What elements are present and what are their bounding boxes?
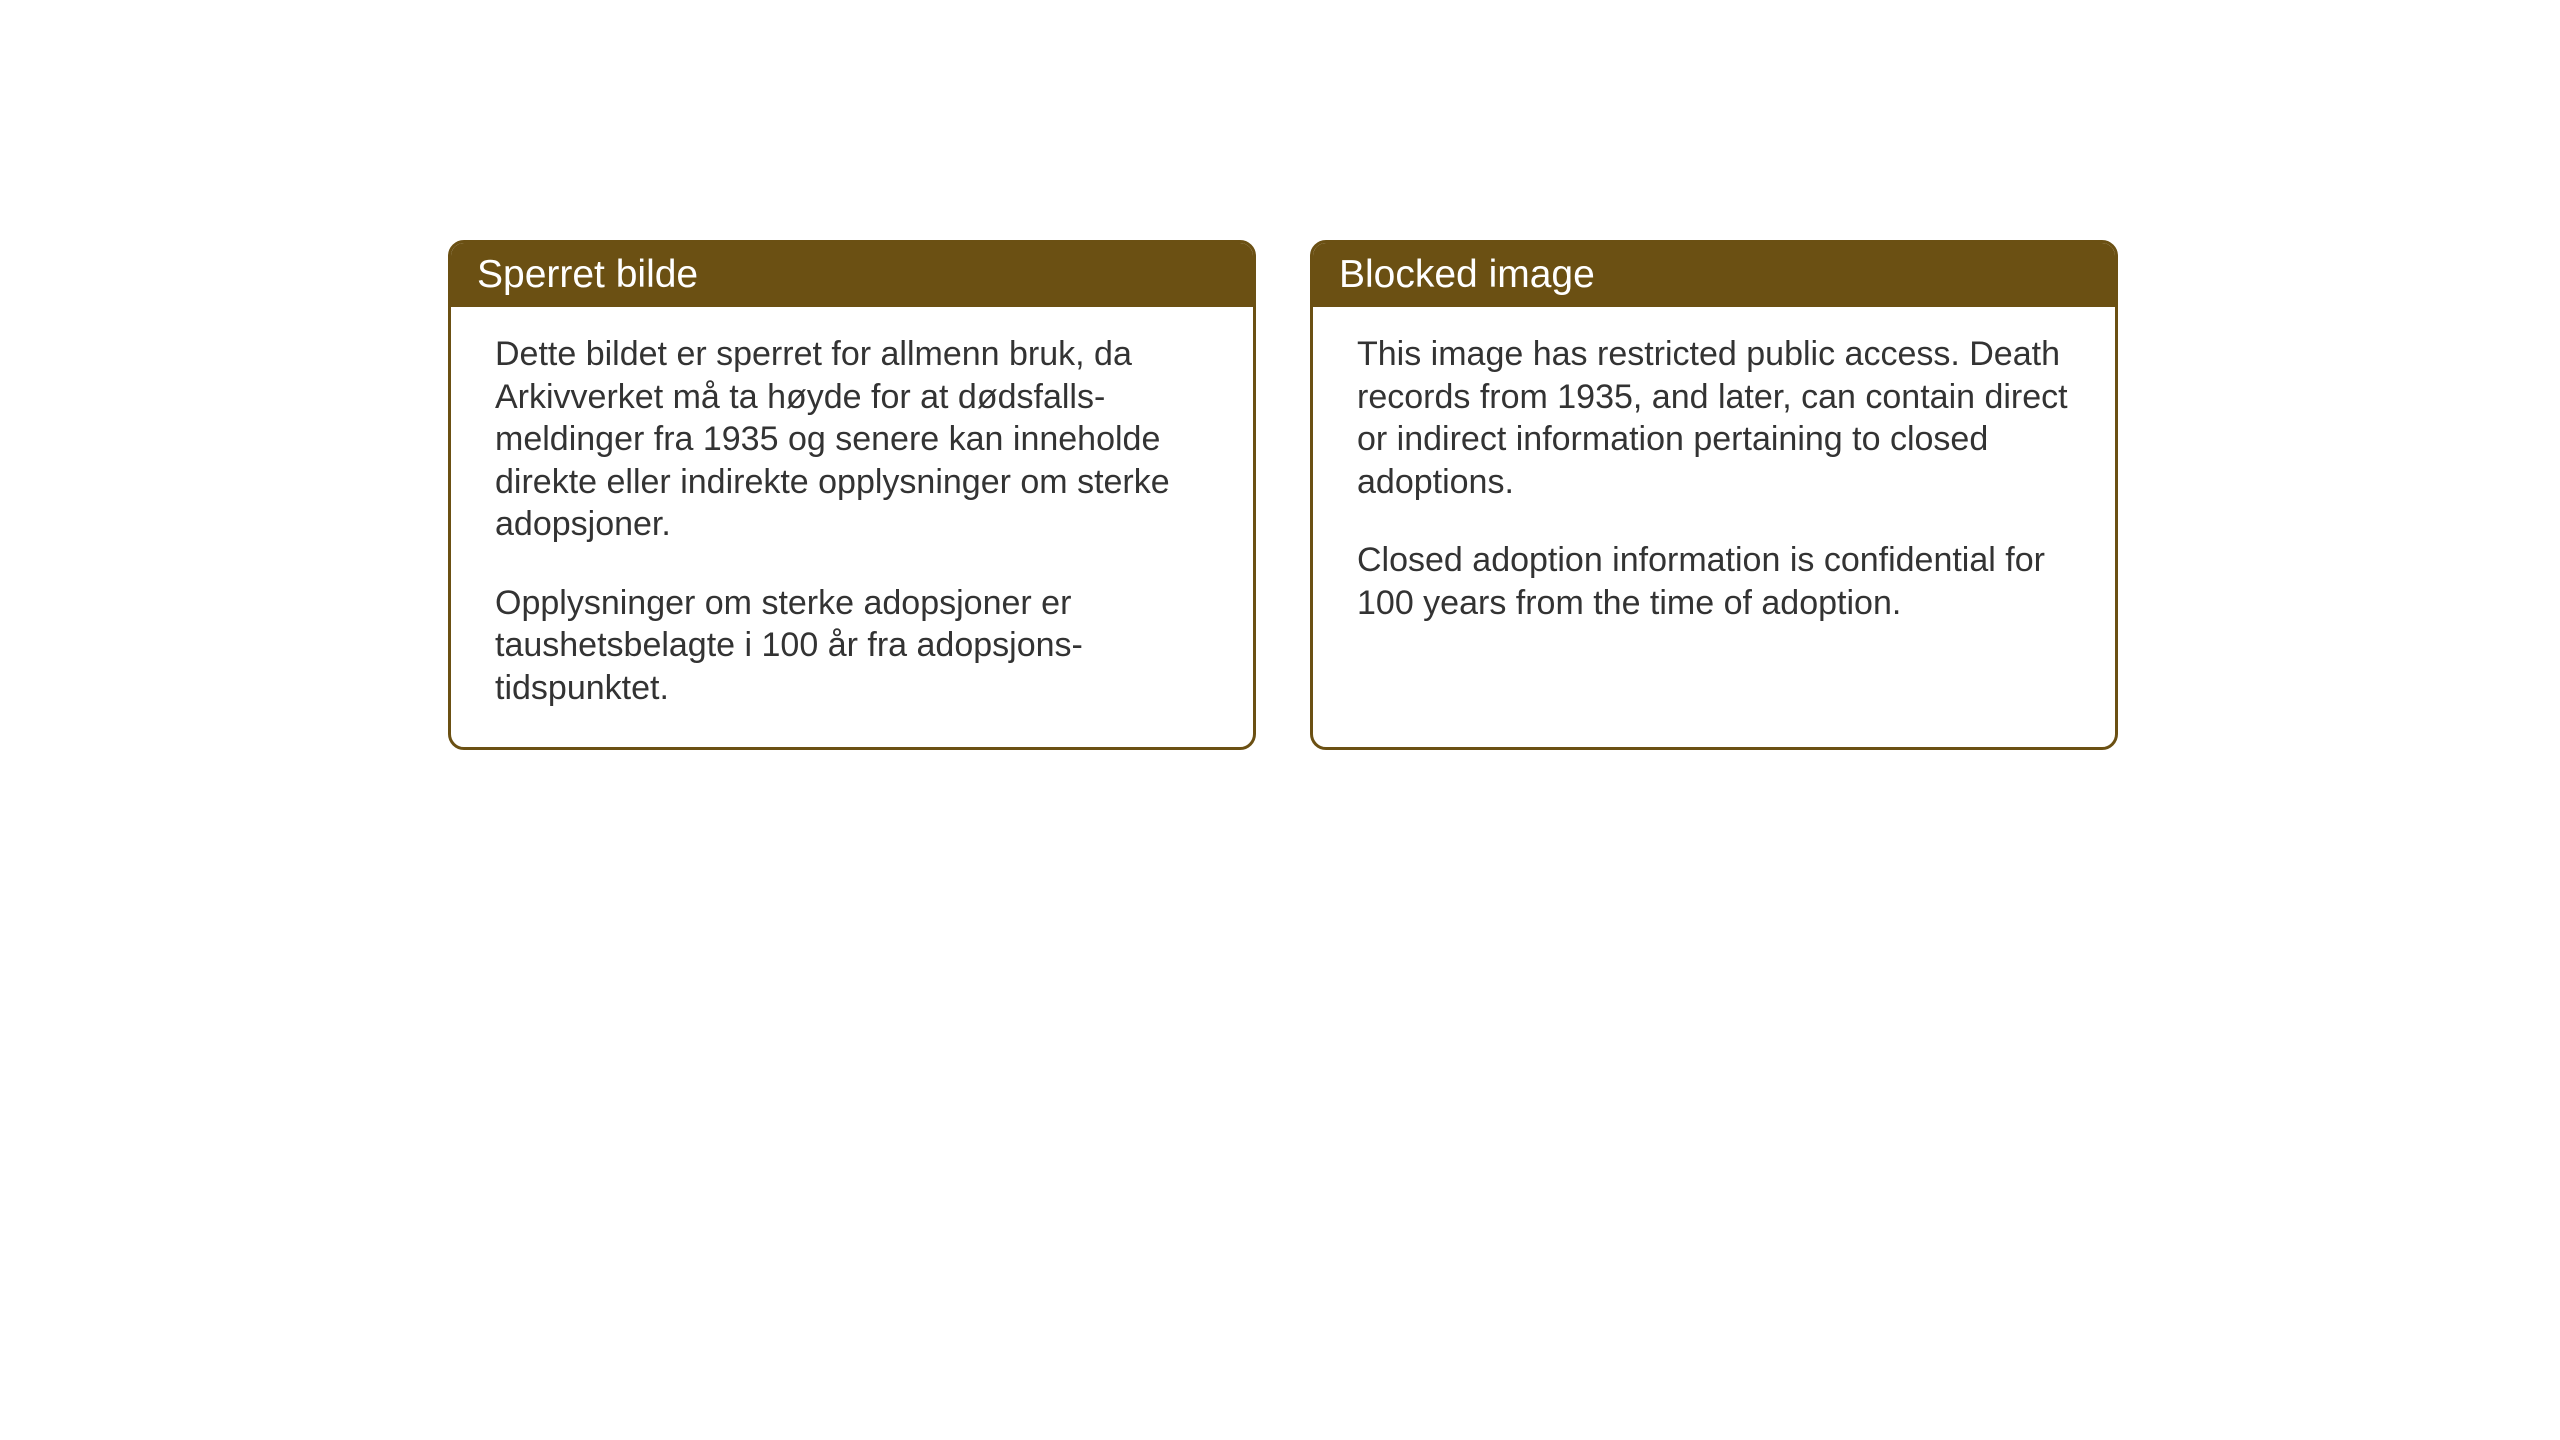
english-paragraph-2: Closed adoption information is confident… (1357, 539, 2071, 624)
norwegian-paragraph-2: Opplysninger om sterke adopsjoner er tau… (495, 582, 1209, 710)
notice-container: Sperret bilde Dette bildet er sperret fo… (448, 240, 2118, 750)
norwegian-card-body: Dette bildet er sperret for allmenn bruk… (451, 307, 1253, 745)
norwegian-notice-card: Sperret bilde Dette bildet er sperret fo… (448, 240, 1256, 750)
english-notice-card: Blocked image This image has restricted … (1310, 240, 2118, 750)
norwegian-card-title: Sperret bilde (451, 243, 1253, 307)
english-card-body: This image has restricted public access.… (1313, 307, 2115, 660)
norwegian-paragraph-1: Dette bildet er sperret for allmenn bruk… (495, 333, 1209, 546)
english-card-title: Blocked image (1313, 243, 2115, 307)
english-paragraph-1: This image has restricted public access.… (1357, 333, 2071, 503)
